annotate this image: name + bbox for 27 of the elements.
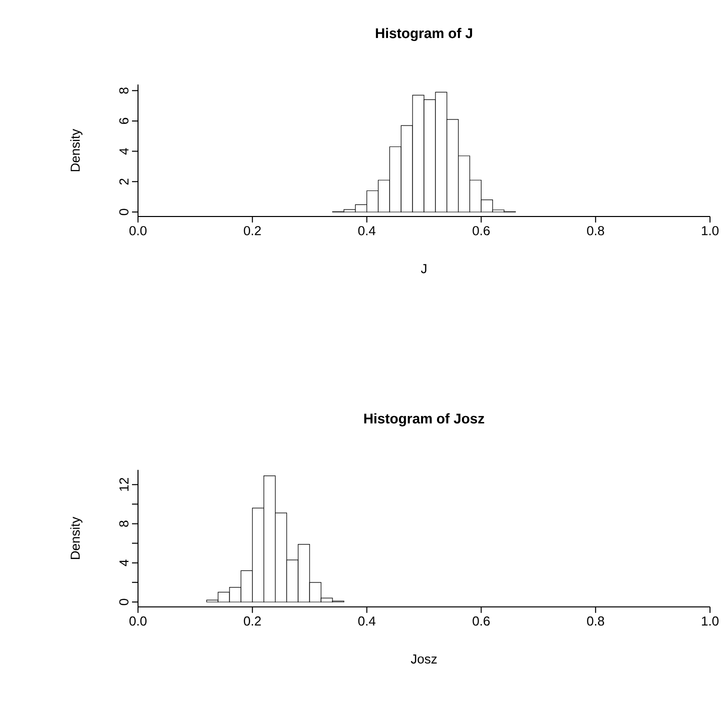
y-tick-label: 6 xyxy=(119,118,128,124)
x-tick-label: 0.4 xyxy=(358,226,376,236)
x-tick-label: 1.0 xyxy=(702,616,719,626)
y-tick-label: 0 xyxy=(119,598,128,606)
x-tick-label: 0.6 xyxy=(472,226,490,236)
y-tick-label: 8 xyxy=(119,520,128,527)
y-tick-label: 0 xyxy=(119,208,128,216)
y-tick-label: 4 xyxy=(120,148,128,155)
x-tick-label: 0.8 xyxy=(587,226,604,236)
x-tick-label: 0.6 xyxy=(472,616,490,626)
y-axis-title: Density xyxy=(70,516,82,559)
chart-title: Histogram of Josz xyxy=(364,413,484,426)
y-tick-label: 2 xyxy=(119,178,128,185)
x-tick-label: 0.0 xyxy=(129,226,147,236)
x-tick-label: 1.0 xyxy=(702,226,719,236)
y-axis-title: Density xyxy=(70,128,82,172)
y-tick-label: 8 xyxy=(119,88,128,94)
x-tick-label: 0.2 xyxy=(244,616,261,626)
x-tick-label: 0.8 xyxy=(587,616,604,626)
chart-title: Histogram of J xyxy=(376,28,472,42)
x-axis-title: J xyxy=(420,264,426,274)
x-tick-label: 0.4 xyxy=(358,616,376,626)
x-tick-label: 0.2 xyxy=(244,226,261,236)
x-tick-label: 0.0 xyxy=(129,616,147,626)
y-tick-label: 12 xyxy=(119,478,128,491)
y-tick-label: 4 xyxy=(120,560,128,566)
x-axis-title: Josz xyxy=(410,654,437,664)
